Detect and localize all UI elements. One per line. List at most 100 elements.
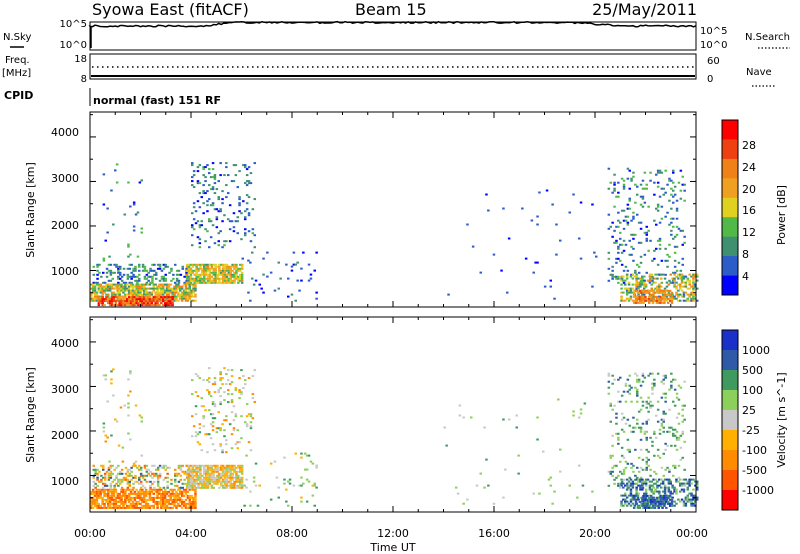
heatmap-cell	[663, 289, 666, 292]
heatmap-cell	[555, 253, 558, 256]
nsky-axis-label: N.Sky	[3, 32, 31, 43]
heatmap-cell	[651, 504, 655, 507]
heatmap-cell	[644, 480, 648, 483]
heatmap-cell	[177, 295, 180, 298]
heatmap-cell	[634, 301, 638, 304]
heatmap-cell	[644, 285, 648, 288]
heatmap-cell	[656, 454, 660, 457]
heatmap-cell	[129, 496, 133, 499]
heatmap-cell	[240, 279, 244, 282]
heatmap-cell	[102, 426, 106, 429]
heatmap-cell	[163, 299, 167, 302]
heatmap-cell	[133, 302, 137, 305]
heatmap-cell	[237, 464, 240, 467]
heatmap-cell	[243, 484, 246, 487]
heatmap-cell	[670, 179, 673, 182]
heatmap-cell	[108, 504, 112, 507]
heatmap-cell	[169, 287, 172, 290]
heatmap-cell	[635, 287, 638, 290]
vel-cbar-tick-25: 25	[742, 404, 756, 417]
heatmap-cell	[186, 496, 190, 499]
heatmap-cell	[190, 504, 193, 507]
heatmap-cell	[690, 482, 693, 485]
heatmap-cell	[617, 251, 620, 254]
heatmap-cell	[651, 500, 655, 503]
heatmap-cell	[251, 277, 254, 280]
heatmap-cell	[124, 302, 127, 305]
heatmap-cell	[206, 451, 209, 454]
heatmap-cell	[127, 285, 131, 288]
heatmap-cell	[227, 269, 231, 272]
heatmap-cell	[201, 269, 204, 272]
heatmap-cell	[191, 234, 194, 237]
colorbar-swatch	[722, 256, 738, 276]
heatmap-cell	[208, 271, 212, 274]
heatmap-cell	[129, 300, 133, 303]
heatmap-cell	[696, 273, 699, 276]
nave-tick-bottom: 0	[707, 74, 713, 85]
heatmap-cell	[127, 406, 130, 409]
heatmap-cell	[655, 207, 658, 210]
heatmap-cell	[530, 219, 534, 222]
heatmap-cell	[659, 297, 662, 300]
heatmap-cell	[193, 277, 196, 280]
heatmap-cell	[206, 275, 210, 278]
heatmap-cell	[119, 472, 122, 475]
heatmap-cell	[214, 273, 217, 276]
heatmap-cell	[214, 263, 217, 266]
heatmap-cell	[200, 196, 203, 199]
heatmap-cell	[150, 298, 154, 301]
heatmap-cell	[97, 289, 101, 292]
heatmap-cell	[122, 476, 126, 479]
heatmap-cell	[169, 304, 172, 307]
nave-tick-top: 60	[707, 56, 720, 67]
heatmap-cell	[194, 283, 197, 286]
heatmap-cell	[165, 492, 169, 495]
heatmap-cell	[658, 478, 661, 481]
heatmap-cell	[127, 300, 131, 303]
heatmap-cell	[96, 484, 99, 487]
heatmap-cell	[128, 275, 131, 278]
heatmap-cell	[672, 217, 675, 220]
heatmap-cell	[190, 295, 193, 298]
heatmap-cell	[675, 269, 679, 272]
heatmap-cell	[696, 488, 699, 491]
heatmap-cell	[632, 430, 635, 433]
heatmap-cell	[591, 285, 594, 288]
heatmap-cell	[228, 220, 232, 223]
heatmap-cell	[666, 444, 669, 447]
heatmap-cell	[118, 300, 121, 303]
heatmap-cell	[199, 466, 202, 469]
heatmap-cell	[133, 504, 137, 507]
xtick-16-00: 16:00	[478, 527, 510, 540]
heatmap-cell	[175, 295, 178, 298]
heatmap-cell	[641, 478, 644, 481]
heatmap-cell	[631, 273, 635, 276]
heatmap-cell	[620, 480, 624, 483]
heatmap-cell	[251, 232, 255, 235]
heatmap-cell	[190, 293, 193, 296]
heatmap-cell	[651, 259, 654, 262]
heatmap-cell	[180, 291, 184, 294]
heatmap-cell	[210, 267, 214, 270]
heatmap-cell	[129, 296, 133, 299]
heatmap-cell	[133, 291, 137, 294]
heatmap-cell	[615, 416, 618, 419]
heatmap-cell	[670, 207, 673, 210]
heatmap-cell	[162, 466, 166, 469]
xaxis-label: Time UT	[369, 541, 415, 554]
heatmap-cell	[131, 304, 135, 307]
heatmap-cell	[690, 299, 693, 302]
heatmap-cell	[658, 195, 662, 198]
heatmap-cell	[188, 285, 191, 288]
heatmap-cell	[673, 193, 677, 196]
heatmap-cell	[112, 293, 116, 296]
heatmap-cell	[211, 417, 215, 420]
heatmap-cell	[622, 219, 626, 222]
heatmap-cell	[643, 430, 647, 433]
heatmap-cell	[216, 265, 219, 268]
heatmap-cell	[129, 504, 133, 507]
heatmap-cell	[103, 289, 106, 292]
heatmap-cell	[215, 208, 219, 211]
heatmap-cell	[677, 476, 681, 479]
